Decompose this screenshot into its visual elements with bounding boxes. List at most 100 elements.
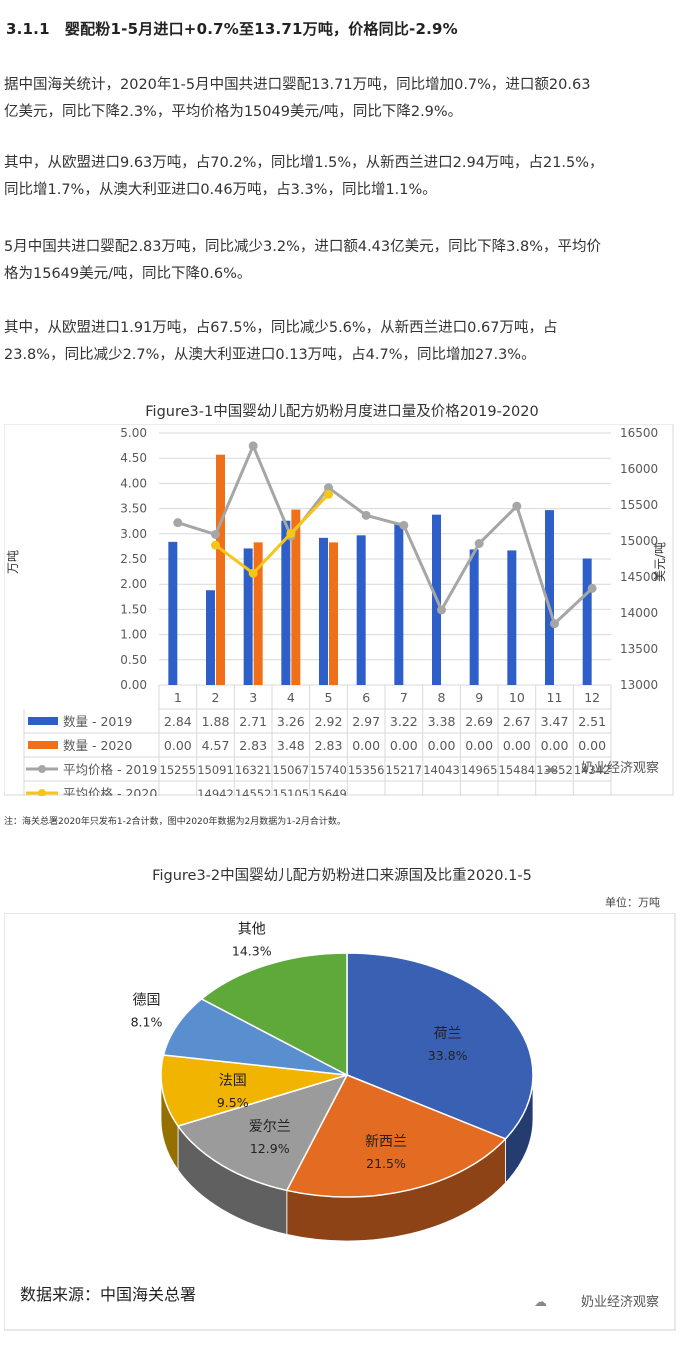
data-label: 0.00 [390,738,418,753]
pie-label-name: 新西兰 [365,1134,407,1150]
pie-label-name: 爱尔兰 [249,1119,291,1135]
data-label: 14342 [574,763,611,777]
y2-tick-label: 15000 [620,534,658,548]
data-label: 0.00 [465,738,493,753]
y-tick-label: 3.00 [120,527,147,541]
y2-tick-label: 14000 [620,606,658,620]
price-point [550,619,559,629]
pie-slice-其他 [200,952,348,1077]
monthly-import-chart: 0.00 0.50 1.00 1.50 2.00 2.50 3.00 3.50 4.00 4.50… [4,424,674,796]
x-tick-label: 9 [475,690,483,705]
paragraph-line: 其中，从欧盟进口9.63万吨，占70.2%，同比增1.5%，从新西兰进口2.94… [4,155,604,171]
data-label: 15649 [310,787,347,796]
chart1-lines [173,441,597,629]
price-point [587,583,597,593]
data-label: 14552 [235,787,272,796]
price-point [211,529,220,539]
paragraph-2: 其中，从欧盟进口9.63万吨，占70.2%，同比增1.5%，从新西兰进口2.94… [4,150,680,204]
y-tick-label: 0.50 [120,653,147,667]
data-label: 15091 [197,763,234,777]
x-tick-label: 5 [325,690,333,705]
pie-label-value: 14.3% [232,943,272,958]
bar-2020 [253,542,263,685]
y2-tick-label: 16000 [620,462,658,476]
data-label: 15356 [348,763,385,777]
y-axis-label: 万吨 [6,550,20,574]
data-label: 0.00 [541,738,569,753]
x-tick-label: 2 [212,690,220,705]
pie-slice-德国 [162,998,348,1076]
wechat-icon: ☁ [544,761,557,776]
price-point [248,441,258,451]
y2-tick-label: 13000 [620,678,658,692]
data-label: 15740 [310,763,347,777]
pie-slice-新西兰 [285,1074,507,1198]
data-label: 2.83 [239,738,267,753]
bar-2020 [216,454,225,685]
x-tick-label: 3 [249,690,257,705]
y-tick-label: 4.00 [120,476,147,490]
data-label: 2.67 [503,714,531,729]
price-point [399,520,409,530]
pie-top [160,952,534,1198]
data-label: 15105 [273,787,310,796]
x-tick-label: 8 [438,690,446,705]
data-label: 14965 [461,763,498,777]
wechat-icon-2: ☁ [534,1295,547,1310]
pie-label-name: 其他 [238,921,266,937]
y-tick-label: 1.50 [120,602,147,616]
y-tick-label: 0.00 [120,678,147,692]
paragraph-line: 5月中国共进口婴配2.83万吨，同比减少3.2%，进口额4.43亿美元，同比下降… [4,239,601,255]
y-tick-label: 2.00 [120,577,147,591]
pie-slice-荷兰 [346,952,534,1140]
y-tick-label: 5.00 [120,426,147,440]
price-point [474,539,484,549]
data-label: 1.88 [202,714,230,729]
data-label: 0.00 [352,738,380,753]
data-label: 3.22 [390,714,418,729]
data-label: 14043 [423,763,460,777]
price-point [211,540,220,550]
data-label: 2.83 [315,738,343,753]
data-label: 15217 [386,763,423,777]
data-label: 0.00 [578,738,606,753]
pie-label-name: 法国 [219,1073,247,1089]
paragraph-4: 其中，从欧盟进口1.91万吨，占67.5%，同比减少5.6%，从新西兰进口0.6… [4,315,680,369]
paragraph-line: 亿美元，同比下降2.3%，平均价格为15049美元/吨，同比下降2.9%。 [4,104,463,120]
pie-slice-爱尔兰 [176,1073,349,1192]
y-tick-label: 3.50 [120,502,147,516]
price-point [324,489,333,499]
price-point [361,510,371,520]
pie-slice-法国 [160,1054,348,1127]
pie-label-value: 33.8% [428,1048,468,1063]
pie-label-name: 德国 [133,992,161,1008]
bar-2019 [168,541,178,685]
chart1-tick-labels: 0.00 0.50 1.00 1.50 2.00 2.50 3.00 3.50 4.00 4.50… [120,426,658,692]
x-tick-label: 1 [174,690,182,705]
y2-tick-label: 15500 [620,498,658,512]
data-label: 3.48 [277,738,305,753]
price-line-2020 [214,493,330,576]
legend-label: 数量 - 2020 [63,738,132,753]
pie-label-value: 9.5% [217,1095,249,1110]
bar-2019 [243,548,253,685]
data-label: 15484 [499,763,536,777]
data-label: 16321 [235,763,272,777]
paragraph-line: 其中，从欧盟进口1.91万吨，占67.5%，同比减少5.6%，从新西兰进口0.6… [4,320,558,336]
data-label: 4.57 [202,738,230,753]
legend-label: 平均价格 - 2019 [63,762,157,777]
legend-label: 平均价格 - 2020 [63,786,157,796]
paragraph-line: 同比增1.7%，从澳大利亚进口0.46万吨，占3.3%，同比增1.1%。 [4,182,437,198]
pie-label-name: 荷兰 [434,1026,462,1042]
price-point [437,605,446,615]
bar-2020 [291,509,301,685]
y-tick-label: 1.00 [120,628,147,642]
price-point [248,568,258,578]
price-point [324,483,333,493]
x-tick-label: 7 [400,690,408,705]
data-label: 2.51 [578,714,606,729]
data-label: 0.00 [164,738,192,753]
pie-label-value: 21.5% [366,1156,406,1171]
x-tick-label: 12 [584,690,600,705]
bar-2019 [281,520,291,685]
